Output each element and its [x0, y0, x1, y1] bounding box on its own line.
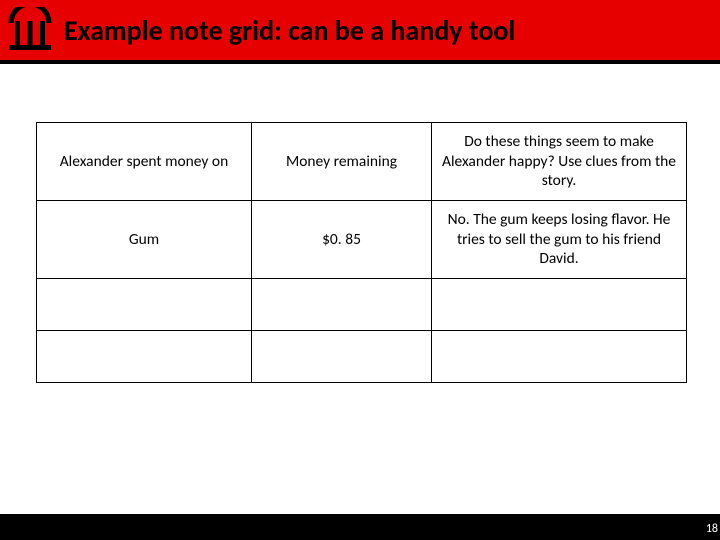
- table-cell: $0. 85: [252, 201, 432, 279]
- table-cell: [37, 331, 252, 383]
- table-cell: [37, 279, 252, 331]
- table-cell: Gum: [37, 201, 252, 279]
- note-grid-table: Alexander spent money on Money remaining…: [36, 122, 686, 383]
- table-cell: [252, 331, 432, 383]
- header-bar: Example note grid: can be a handy tool: [0, 0, 720, 64]
- page-number: 18: [704, 518, 720, 540]
- slide-title: Example note grid: can be a handy tool: [64, 13, 515, 48]
- col-header-2: Money remaining: [252, 123, 432, 201]
- table-cell: [432, 331, 687, 383]
- col-header-3: Do these things seem to make Alexander h…: [432, 123, 687, 201]
- footer-bar: 18: [0, 514, 720, 540]
- table-cell: [252, 279, 432, 331]
- col-header-1: Alexander spent money on: [37, 123, 252, 201]
- table-cell: No. The gum keeps losing flavor. He trie…: [432, 201, 687, 279]
- arch-logo-icon: [6, 6, 54, 54]
- table-cell: [432, 279, 687, 331]
- slide: Example note grid: can be a handy tool A…: [0, 0, 720, 540]
